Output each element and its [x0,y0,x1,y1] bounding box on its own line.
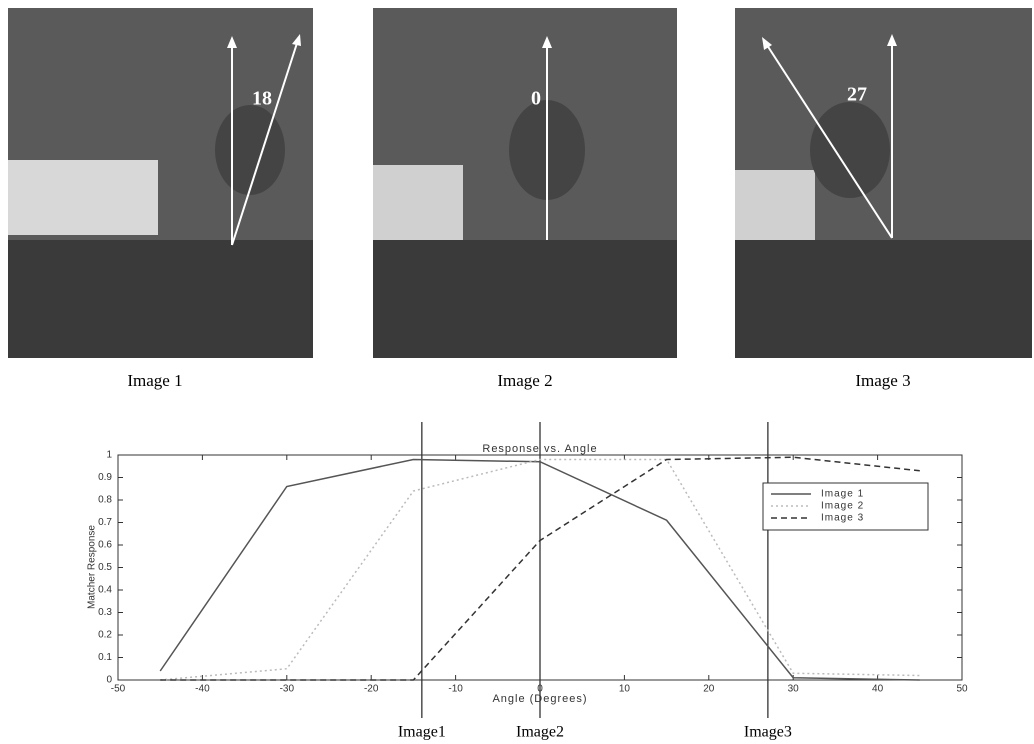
figure: 18 0 27 Image 1 Image 2 Image 3 Response… [0,0,1034,744]
legend-label: Image 1 [821,489,864,500]
x-tick-label: -50 [111,684,126,695]
marker-label: Image2 [516,724,564,741]
x-tick-label: 10 [619,684,631,695]
image-caption: Image 2 [497,371,552,390]
y-tick-label: 0.8 [98,495,112,506]
x-tick-label: -40 [195,684,210,695]
x-tick-label: -20 [364,684,379,695]
y-axis-label: Matcher Response [87,525,98,609]
y-tick-label: 0.6 [98,540,112,551]
photo-2 [373,8,677,358]
y-tick-label: 0.1 [98,652,112,663]
image-caption: Image 3 [855,371,910,390]
x-tick-label: 20 [703,684,715,695]
legend-label: Image 2 [821,501,864,512]
x-tick-label: 30 [788,684,800,695]
photo-1 [8,8,313,358]
x-tick-label: 50 [956,684,968,695]
marker-label: Image3 [744,724,792,741]
angle-label: 27 [847,84,867,106]
y-tick-label: 0.9 [98,472,112,483]
y-tick-label: 1 [106,450,112,461]
x-tick-label: 40 [872,684,884,695]
y-tick-label: 0.3 [98,607,112,618]
y-tick-label: 0.5 [98,562,112,573]
photo-3 [735,8,1032,358]
angle-label: 0 [531,88,541,110]
y-tick-label: 0.7 [98,517,112,528]
angle-label: 18 [252,88,272,110]
x-tick-label: -10 [448,684,463,695]
y-tick-label: 0.2 [98,630,112,641]
y-tick-label: 0.4 [98,585,112,596]
image-caption: Image 1 [127,371,182,390]
marker-label: Image1 [398,724,446,741]
x-tick-label: -30 [280,684,295,695]
legend-label: Image 3 [821,513,864,524]
